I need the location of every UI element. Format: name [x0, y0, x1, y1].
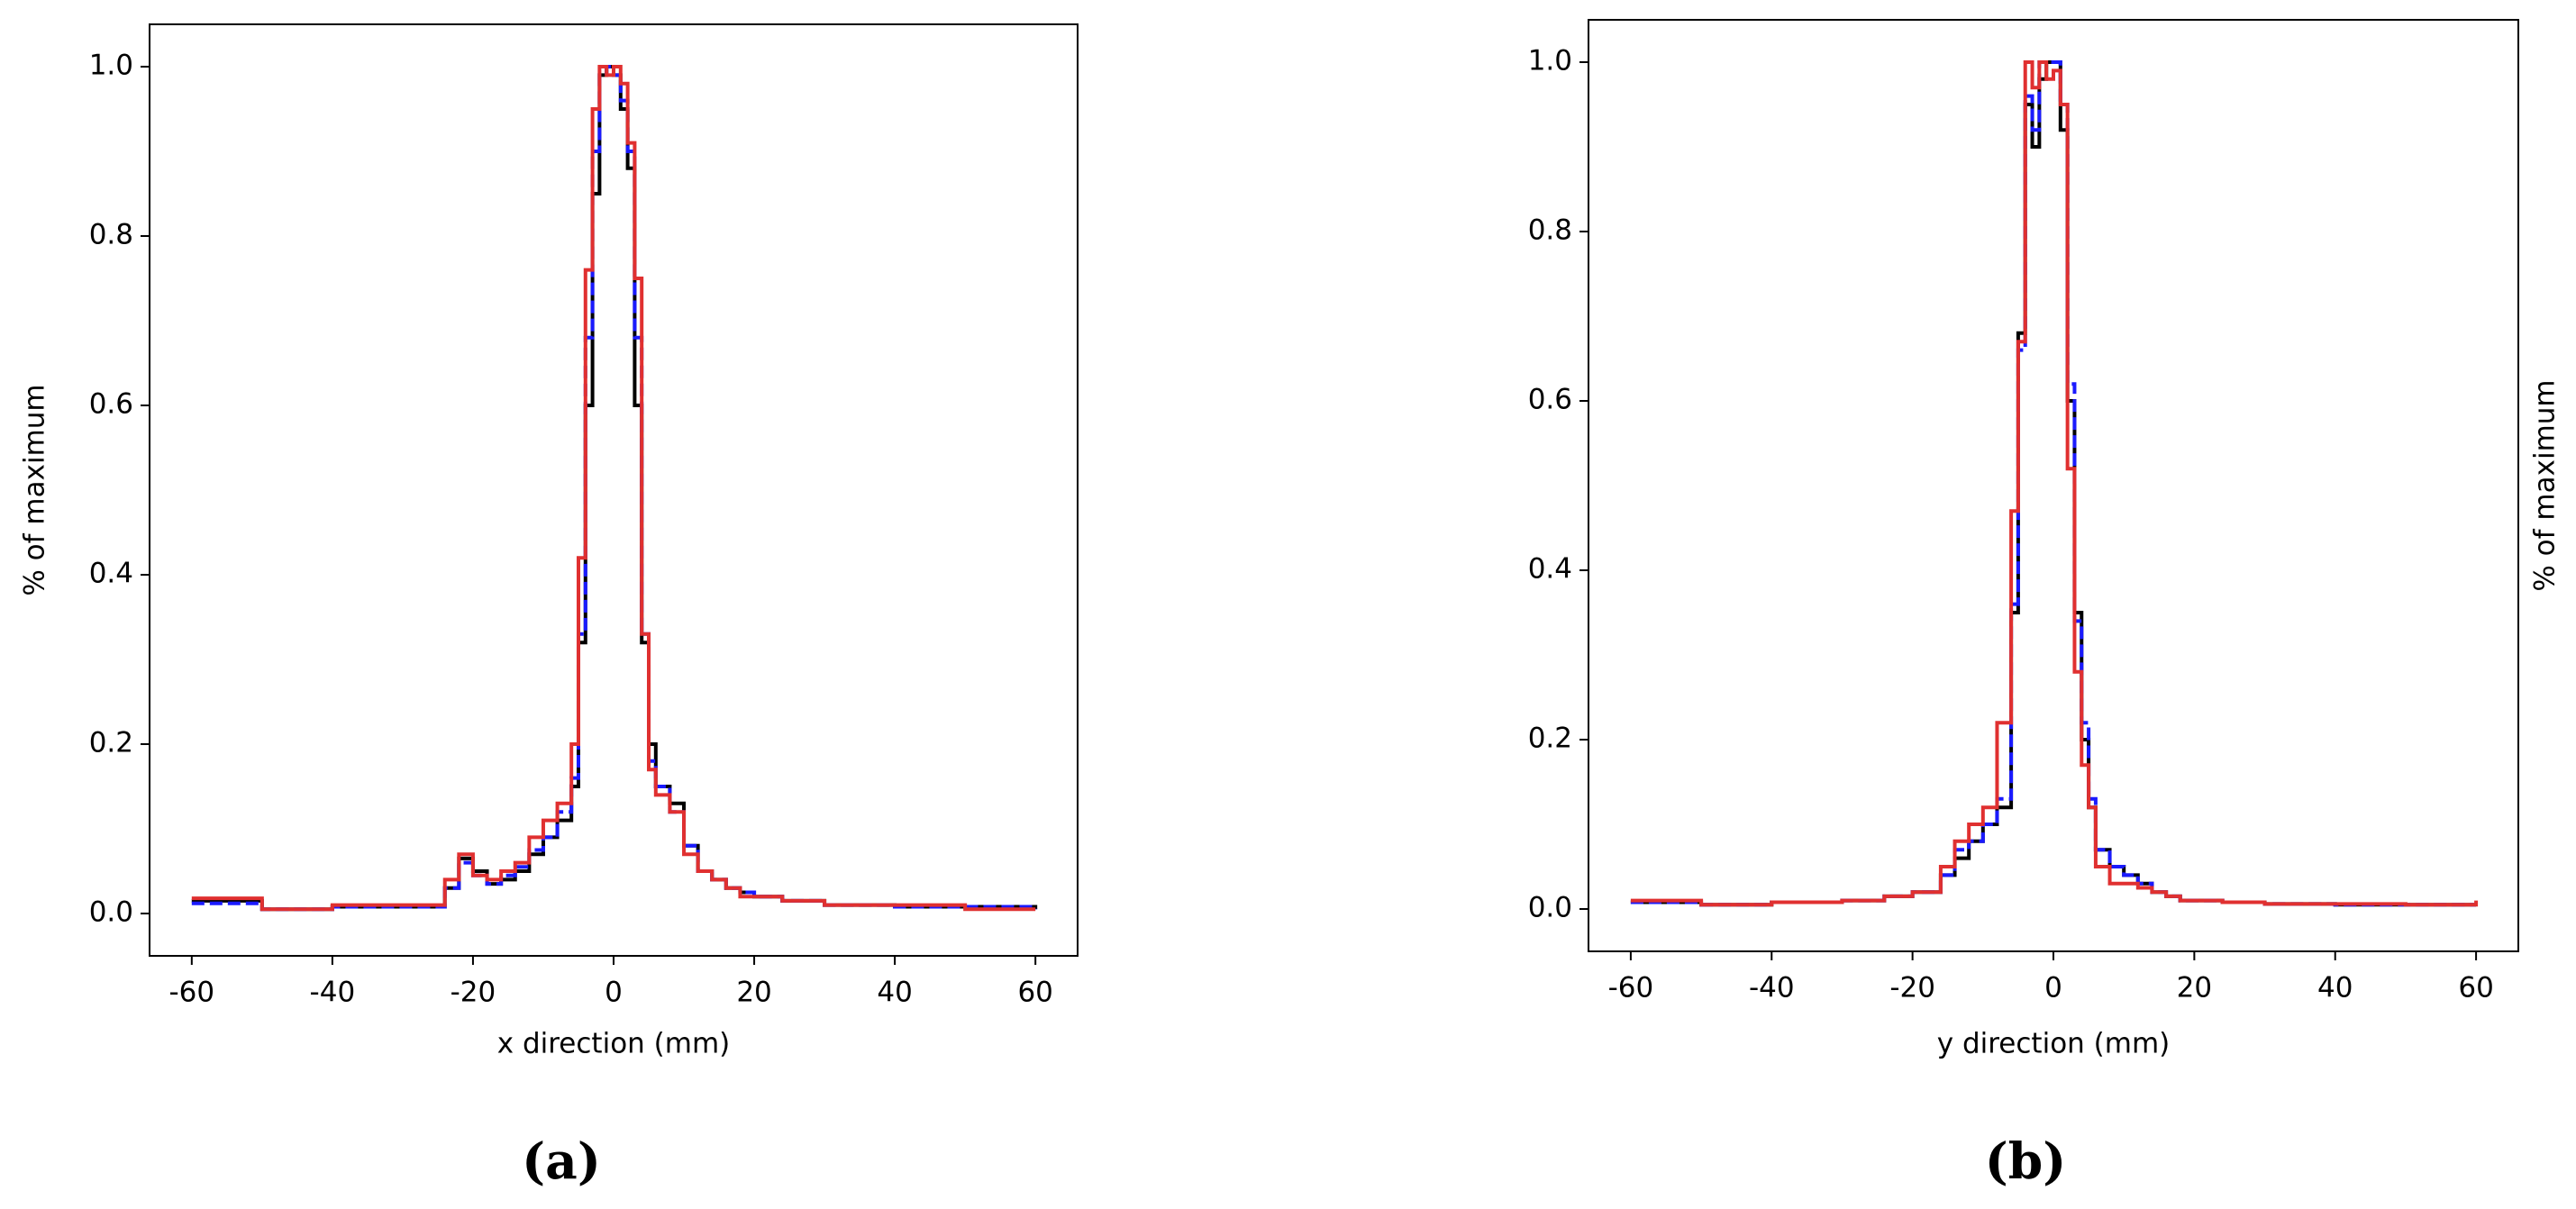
x-tick-label: 0	[2044, 972, 2062, 1004]
y-axis-label: % of maximum	[2529, 379, 2562, 591]
y-tick-label: 0.6	[1528, 384, 1572, 416]
x-tick-label: 40	[877, 977, 912, 1009]
y-tick-label: 0.4	[1528, 553, 1572, 586]
series-line	[1630, 60, 2477, 907]
y-tick-label: 1.0	[89, 50, 133, 82]
x-tick-label: 0	[605, 977, 623, 1009]
series-line	[191, 65, 1038, 912]
y-tick-label: 0.4	[89, 558, 133, 590]
x-tick-label: 20	[736, 977, 771, 1009]
x-tick-label: -20	[451, 977, 496, 1009]
series-line	[191, 65, 1038, 912]
series-line	[1630, 60, 2479, 907]
x-tick-label: 60	[1017, 977, 1052, 1009]
series-line	[1630, 60, 2477, 907]
y-tick-label: 0.0	[89, 896, 133, 929]
x-tick-label: 20	[2177, 972, 2212, 1004]
x-axis-label: y direction (mm)	[1937, 1028, 2171, 1060]
axes-frame	[149, 23, 1079, 957]
x-tick-label: -60	[168, 977, 214, 1009]
y-tick-label: 0.0	[1528, 892, 1572, 924]
axes-frame	[1588, 19, 2519, 952]
panel-label: (b)	[1985, 1132, 2067, 1190]
x-axis-label: x direction (mm)	[497, 1028, 731, 1060]
y-tick-label: 0.6	[89, 388, 133, 421]
x-tick-label: -40	[1749, 972, 1795, 1004]
y-tick-label: 1.0	[1528, 45, 1572, 77]
x-tick-label: 60	[2458, 972, 2493, 1004]
y-tick-label: 0.8	[1528, 214, 1572, 247]
x-tick-label: 40	[2317, 972, 2353, 1004]
y-tick-label: 0.2	[1528, 723, 1572, 755]
y-tick-label: 0.8	[89, 219, 133, 251]
y-tick-label: 0.2	[89, 727, 133, 759]
series-line	[191, 65, 1036, 912]
y-axis-label: % of maximum	[19, 384, 51, 595]
panel-label: (a)	[522, 1132, 601, 1190]
x-tick-label: -60	[1608, 972, 1654, 1004]
x-tick-label: -20	[1889, 972, 1935, 1004]
x-tick-label: -40	[310, 977, 356, 1009]
